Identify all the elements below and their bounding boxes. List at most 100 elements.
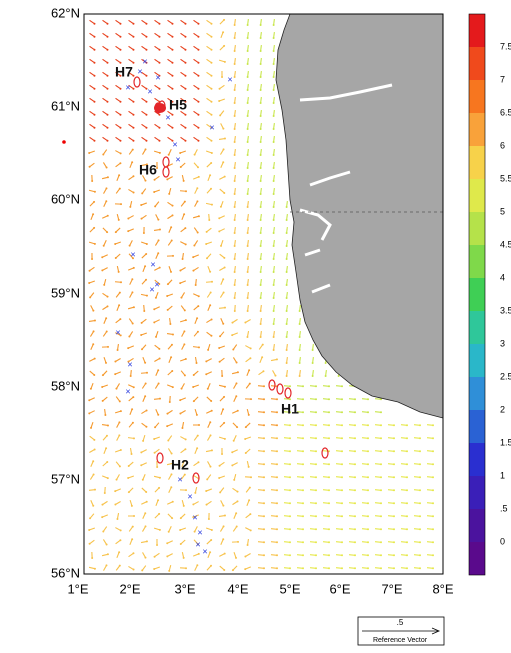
vector-head [114,361,116,363]
vector-head [276,502,278,504]
vector-head [143,232,145,234]
vector-head [367,567,369,569]
vector-head [179,270,181,272]
vector-head [207,349,209,351]
vector-head [289,450,291,452]
vector-head [247,141,249,143]
vector-head [419,515,421,517]
vector-head [194,154,196,156]
vector-head [273,102,275,104]
vector-head [286,232,288,234]
vector-head [132,526,134,528]
vector-head [184,140,186,142]
vector-head [153,568,155,570]
vector-head [179,529,181,531]
vector-head [127,347,129,349]
vector-head [196,447,198,449]
vector-head [286,310,288,312]
vector-head [249,383,251,385]
vector-head [156,466,158,468]
vector-head [354,567,356,569]
vector-head [93,49,95,51]
vector-head [146,540,148,542]
vector-head [159,152,161,154]
vector-head [106,461,108,463]
vector-head [341,398,343,400]
cross-marker: × [192,512,197,522]
colorbar-label: 5 [500,206,505,216]
vector-head [194,492,196,494]
vector-head [114,503,116,505]
vector-head [171,88,173,90]
vector-head [354,411,356,413]
vector-head [263,385,265,387]
colorbar-swatch [469,245,485,278]
cross-marker: × [202,546,207,556]
vector-head [166,413,168,415]
vector-head [193,374,195,376]
vector-head [184,75,186,77]
cross-marker: × [149,284,154,294]
vector-head [93,330,95,332]
vector-head [328,411,330,413]
vector-head [92,213,94,215]
vector-head [88,529,90,531]
vector-head [223,396,225,398]
vector-head [94,243,96,245]
vector-head [224,515,226,517]
vector-head [286,284,288,286]
vector-head [198,346,200,348]
colorbar-label: .5 [500,503,508,513]
vector-head [198,553,200,555]
colorbar-swatch [469,311,485,344]
vector-head [273,115,275,117]
vector-head [208,219,210,221]
vector-head [183,180,185,182]
vector-head [367,528,369,530]
vector-head [328,489,330,491]
vector-head [367,463,369,465]
vector-head [206,478,208,480]
vector-head [273,76,275,78]
vector-head [211,318,213,320]
vector-head [354,398,356,400]
cross-marker: × [127,359,132,369]
vector-head [197,62,199,64]
vector-head [248,499,250,501]
vector-head [247,180,249,182]
vector-head [247,297,249,299]
vector-head [130,375,132,377]
vector-head [432,476,434,478]
vector-head [234,37,236,39]
vector-head [141,348,143,350]
vector-head [273,24,275,26]
vector-head [206,504,208,506]
vector-head [205,373,207,375]
vector-head [115,388,117,390]
vector-head [106,167,108,169]
vector-head [181,427,183,429]
vector-head [93,88,95,90]
vector-head [380,554,382,556]
vector-head [231,322,233,324]
vector-head [223,45,225,47]
vector-head [367,476,369,478]
vector-head [166,555,168,557]
vector-head [341,554,343,556]
vector-head [159,267,161,269]
vector-head [132,49,134,51]
vector-head [247,219,249,221]
vector-head [234,167,236,169]
vector-head [168,570,170,572]
vector-head [393,541,395,543]
vector-head [145,525,147,527]
vector-head [145,75,147,77]
vector-head [260,323,262,325]
vector-head [210,140,212,142]
vector-head [132,422,134,424]
vector-head [234,63,236,65]
vector-head [354,489,356,491]
vector-head [91,180,93,182]
vector-head [247,50,249,52]
vector-head [133,267,135,269]
